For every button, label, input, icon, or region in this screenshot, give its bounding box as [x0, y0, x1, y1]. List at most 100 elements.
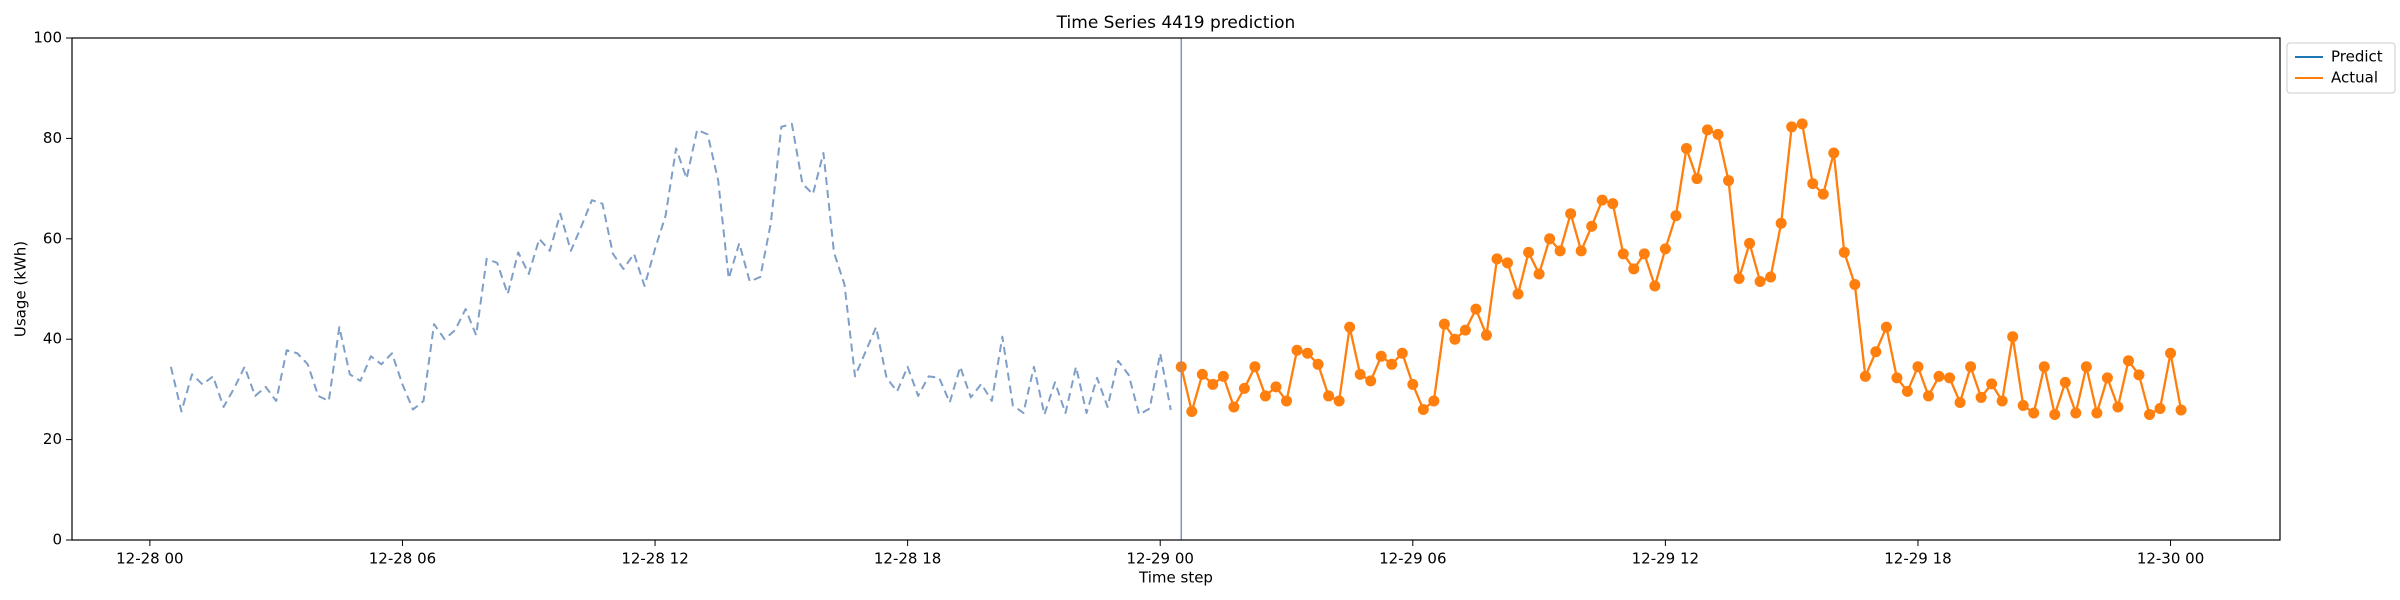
series-marker	[2101, 372, 2113, 384]
series-marker	[1554, 245, 1566, 257]
series-marker	[1523, 246, 1535, 258]
series-marker	[1333, 395, 1345, 407]
series-marker	[1849, 278, 1861, 290]
series-marker	[2112, 401, 2124, 413]
series-marker	[1933, 370, 1945, 382]
series-marker	[1365, 375, 1377, 387]
series-marker	[1470, 303, 1482, 315]
series-marker	[1996, 395, 2008, 407]
series-marker	[1828, 147, 1840, 159]
series-marker	[1870, 346, 1882, 358]
legend-label: Predict	[2331, 48, 2383, 66]
series-line	[1180, 122, 2183, 416]
legend-box	[2286, 42, 2396, 94]
legend: Predict Actual	[2286, 42, 2396, 94]
y-tick-label: 20	[43, 430, 62, 448]
series-marker	[1901, 385, 1913, 397]
series-marker	[2175, 404, 2187, 416]
series-marker	[2049, 409, 2061, 420]
series-marker	[1291, 344, 1303, 356]
series-marker	[1744, 237, 1756, 249]
series-marker	[1638, 248, 1650, 260]
y-tick-label: 40	[43, 330, 62, 348]
series-marker	[1691, 173, 1703, 185]
x-tick-label: 12-29 00	[1126, 550, 1193, 568]
series-marker	[2154, 402, 2166, 414]
series-marker	[1228, 401, 1240, 413]
series-marker	[2133, 369, 2145, 381]
series-marker	[1649, 280, 1661, 292]
series-marker	[1207, 378, 1219, 390]
series-marker	[1438, 318, 1450, 330]
series-marker	[2143, 409, 2155, 420]
series-line	[169, 122, 1172, 416]
series-marker	[1912, 361, 1924, 373]
chart-title: Time Series 4419 prediction	[1056, 13, 1296, 33]
series-marker	[1217, 370, 1229, 382]
series-marker	[1249, 361, 1261, 373]
series-marker	[1670, 210, 1682, 222]
series-marker	[1354, 368, 1366, 380]
series-marker	[1312, 358, 1324, 370]
series-marker	[1480, 329, 1492, 341]
series-marker	[1891, 372, 1903, 384]
series-marker	[1617, 248, 1629, 260]
series-marker	[1565, 208, 1577, 220]
x-tick-label: 12-29 18	[1884, 550, 1951, 568]
series-marker	[1196, 368, 1208, 380]
series-marker	[1449, 333, 1461, 345]
series-marker	[1712, 128, 1724, 140]
series-marker	[1786, 121, 1798, 133]
series-marker	[1344, 321, 1356, 333]
x-tick-label: 12-29 12	[1632, 550, 1699, 568]
y-tick-label: 100	[33, 29, 62, 47]
series-marker	[1270, 381, 1282, 393]
legend-label: Actual	[2331, 69, 2378, 87]
series-marker	[1765, 271, 1777, 283]
series-marker	[2122, 355, 2134, 367]
series-marker	[1502, 257, 1514, 269]
series-marker	[1775, 217, 1787, 229]
series-marker	[1733, 272, 1745, 284]
series-marker	[1944, 372, 1956, 384]
x-tick-label: 12-29 06	[1379, 550, 1446, 568]
series-marker	[1323, 390, 1335, 402]
series-marker	[1680, 142, 1692, 154]
y-axis-label: Usage (kWh)	[12, 241, 30, 337]
series-marker	[1596, 194, 1608, 206]
series-marker	[1986, 378, 1998, 390]
series-marker	[2070, 407, 2082, 419]
series-marker	[1754, 275, 1766, 287]
series-marker	[1491, 253, 1503, 265]
series-marker	[1281, 395, 1293, 407]
series-marker	[1586, 220, 1598, 232]
series-marker	[2091, 407, 2103, 419]
series-marker	[1302, 347, 1314, 359]
series-marker	[1512, 288, 1524, 300]
plot-frame	[71, 37, 2281, 541]
y-tick-label: 80	[43, 129, 62, 147]
series-marker	[2028, 407, 2040, 419]
series-marker	[1375, 350, 1387, 362]
series-marker	[2080, 361, 2092, 373]
series-marker	[1723, 175, 1735, 187]
series-marker	[1796, 118, 1808, 130]
series-marker	[1607, 198, 1619, 210]
series-marker	[1575, 245, 1587, 257]
y-tick-label: 0	[52, 531, 62, 549]
series-marker	[1880, 321, 1892, 333]
series-marker	[1807, 178, 1819, 190]
series-marker	[1386, 358, 1398, 370]
series-marker	[2165, 347, 2177, 359]
series-marker	[2059, 376, 2071, 388]
series-marker	[1659, 243, 1671, 255]
series-marker	[1259, 390, 1271, 402]
series-marker	[2038, 361, 2050, 373]
series-marker	[1838, 246, 1850, 258]
series-marker	[1533, 268, 1545, 280]
series-marker	[1965, 361, 1977, 373]
series-marker	[1628, 263, 1640, 275]
x-tick-label: 12-30 00	[2137, 550, 2204, 568]
